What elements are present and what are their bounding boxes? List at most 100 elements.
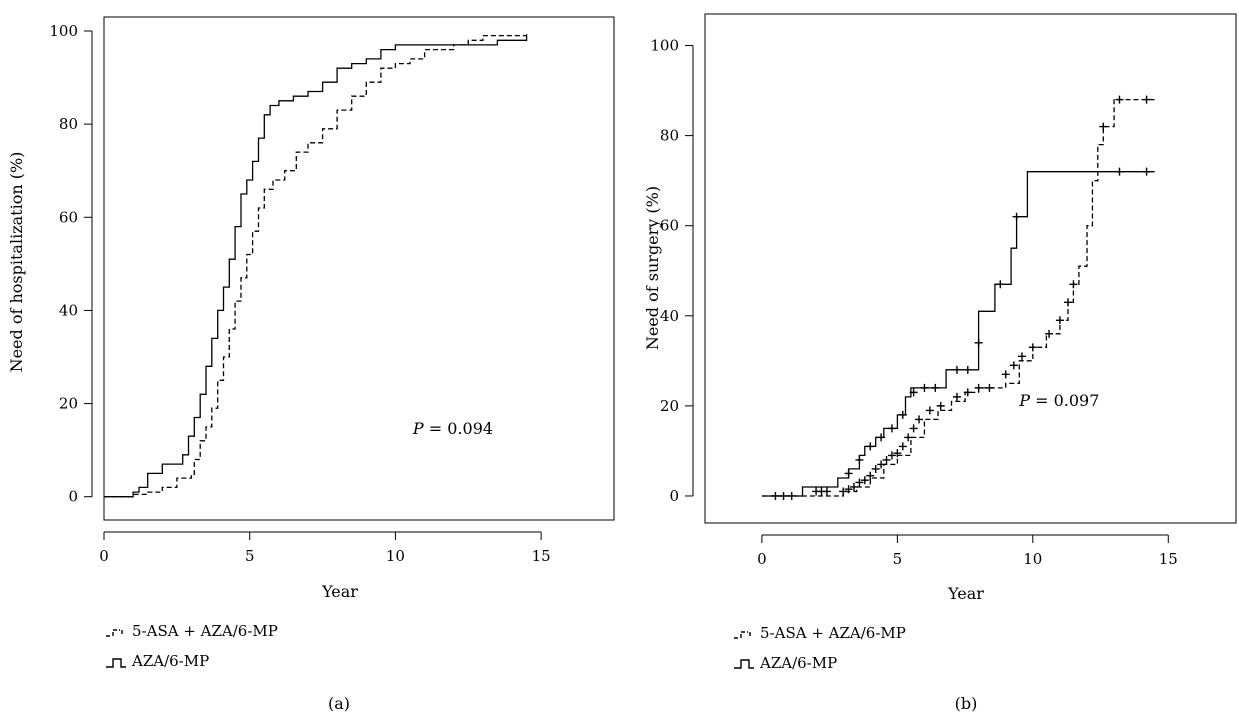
legend-a: 5-ASA + AZA/6-MP AZA/6-MP [106,622,278,670]
censor-mark-combo-b [1001,370,1010,379]
censor-mark-aza-b [1115,167,1124,176]
censor-mark-combo-b [1142,95,1151,104]
legend-swatch-dashed-b [734,631,751,639]
censor-mark-aza-b [931,383,940,392]
censor-mark-combo-b [925,406,934,415]
series-line-aza-b [761,171,1155,497]
censor-mark-combo-b [860,476,869,485]
censor-mark-aza-b [877,433,886,442]
censor-mark-combo-b [904,433,913,442]
censor-mark-aza-b [963,365,972,374]
censor-mark-aza-b [822,487,831,496]
y-tick-label-b: 100 [650,37,679,55]
series-a [104,33,528,498]
legend-label-combo-b: 5-ASA + AZA/6-MP [760,624,906,642]
censor-mark-combo-b [963,388,972,397]
censor-mark-combo-b [1115,95,1124,104]
censor-mark-combo-b [850,482,859,491]
censor-mark-aza-b [996,280,1005,289]
y-tick-label-a: 100 [49,22,78,40]
panel-caption-a: (a) [328,694,350,713]
censor-mark-combo-b [893,449,902,458]
x-tick-label-a: 15 [532,547,551,565]
y-tick-label-b: 80 [660,127,679,145]
y-tick-label-a: 80 [59,115,78,133]
y-tick-label-b: 0 [669,487,679,505]
legend-swatch-solid-b [734,659,754,669]
x-tick-label-a: 0 [99,547,109,565]
censor-mark-combo-b [877,460,886,469]
censor-mark-combo-b [898,442,907,451]
plot-frame-a [103,16,615,521]
y-tick-label-a: 40 [59,301,78,319]
y-tick-label-b: 20 [660,397,679,415]
censor-mark-combo-b [915,415,924,424]
x-tick-label-b: 5 [893,550,903,568]
y-axis-label-b: Need of surgery (%) [643,186,662,350]
series-line-combo-a [104,33,528,498]
censor-mark-aza-b [779,491,788,500]
p-value-b: = 0.097 [1030,391,1099,410]
panel-a: 0 5 10 15 0 20 40 60 80 100 Year Need of hospital… [7,16,615,713]
x-tick-label-a: 5 [245,547,255,565]
p-value-a: = 0.094 [424,419,493,438]
legend-label-combo-a: 5-ASA + AZA/6-MP [132,622,278,640]
censor-mark-aza-b [974,338,983,347]
censor-mark-combo-b [871,464,880,473]
censor-mark-combo-b [882,455,891,464]
censor-mark-combo-b [1055,316,1064,325]
censor-mark-aza-b [920,383,929,392]
y-tick-label-b: 40 [660,307,679,325]
censor-mark-combo-b [1069,280,1078,289]
panel-caption-b: (b) [955,694,978,713]
censor-mark-aza-b [866,442,875,451]
censor-mark-combo-b [866,471,875,480]
p-value-annotation-a: P = 0.094 [412,419,493,438]
x-axis-label-b: Year [947,584,984,603]
panel-b: 0 5 10 15 0 20 40 60 80 100 Year Need of surgery … [643,13,1237,713]
series-line-combo-b [761,98,1155,497]
censor-mark-aza-b [787,491,796,500]
series-line-aza-a [104,35,528,498]
axes-a: 0 5 10 15 0 20 40 60 80 100 [49,22,550,565]
legend-swatch-dashed-a [106,629,123,637]
censor-mark-combo-b [1099,122,1108,131]
x-tick-label-a: 10 [386,547,405,565]
y-tick-label-a: 20 [59,395,78,413]
censor-mark-aza-b [1142,167,1151,176]
censor-mark-aza-b [1012,212,1021,221]
censor-mark-aza-b [909,388,918,397]
y-tick-label-b: 60 [660,217,679,235]
censor-mark-aza-b [898,410,907,419]
censor-mark-aza-b [855,455,864,464]
x-tick-label-b: 0 [757,550,767,568]
censor-mark-combo-b [839,487,848,496]
censor-mark-combo-b [1017,352,1026,361]
x-tick-label-b: 15 [1159,550,1178,568]
y-axis-label-a: Need of hospitalization (%) [7,152,26,373]
censor-mark-combo-b [887,451,896,460]
censor-mark-combo-b [1009,361,1018,370]
p-value-annotation-b: P = 0.097 [1018,391,1099,410]
plot-frame-b [704,13,1237,524]
censor-mark-combo-b [936,401,945,410]
censor-mark-combo-b [952,392,961,401]
x-tick-label-b: 10 [1023,550,1042,568]
censor-mark-aza-b [887,424,896,433]
censor-mark-combo-b [844,485,853,494]
x-axis-label-a: Year [321,582,358,601]
censor-mark-combo-b [855,478,864,487]
censor-mark-aza-b [844,469,853,478]
legend-label-aza-a: AZA/6-MP [131,652,209,670]
y-tick-label-a: 60 [59,208,78,226]
censor-mark-combo-b [974,383,983,392]
censor-mark-combo-b [909,424,918,433]
censor-mark-combo-b [1028,343,1037,352]
y-tick-label-a: 0 [68,488,78,506]
legend-swatch-solid-a [106,658,126,668]
legend-b: 5-ASA + AZA/6-MP AZA/6-MP [734,624,906,672]
censor-mark-aza-b [952,365,961,374]
axes-b: 0 5 10 15 0 20 40 60 80 100 [650,37,1177,568]
series-b [761,95,1155,500]
